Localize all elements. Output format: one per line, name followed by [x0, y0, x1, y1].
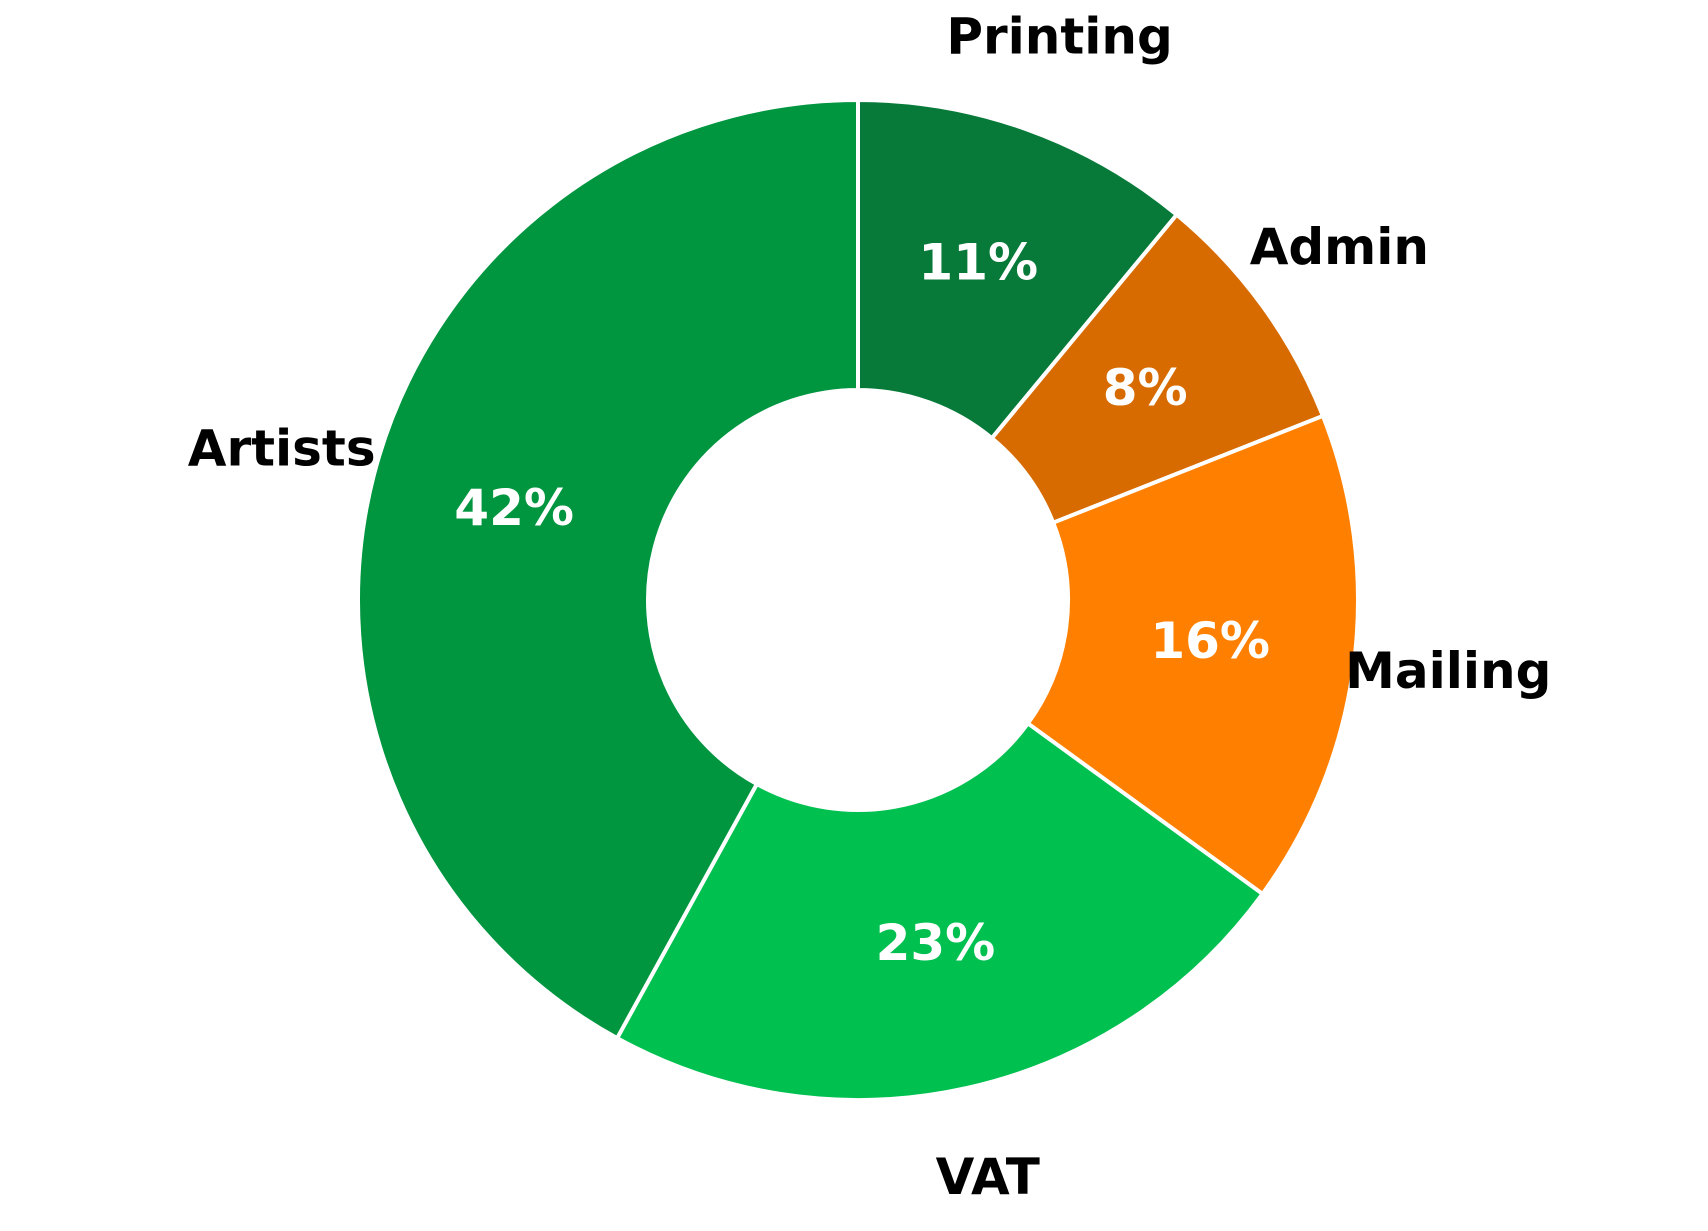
- value-label: 23%: [876, 914, 996, 972]
- value-label: 16%: [1150, 612, 1270, 670]
- category-label: Admin: [1250, 218, 1429, 276]
- category-label: Printing: [946, 8, 1172, 66]
- donut-slice: [1025, 413, 1360, 897]
- value-label: 8%: [1103, 359, 1188, 417]
- value-label: 11%: [918, 233, 1038, 291]
- category-label: Mailing: [1345, 642, 1551, 700]
- donut-slice: [989, 211, 1326, 526]
- value-label: 42%: [454, 479, 574, 537]
- category-label: Artists: [188, 420, 376, 478]
- donut-slice: [614, 720, 1266, 1102]
- donut-slice: [356, 97, 860, 1041]
- donut-slice: [856, 97, 1180, 442]
- category-label: VAT: [936, 1148, 1040, 1206]
